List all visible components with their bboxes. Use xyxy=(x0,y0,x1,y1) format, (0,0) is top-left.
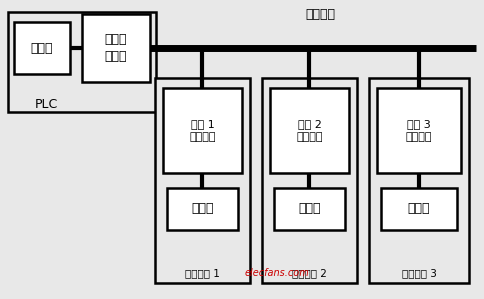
Text: 单片机: 单片机 xyxy=(30,42,53,54)
Text: 主机协
议芯片: 主机协 议芯片 xyxy=(105,33,127,63)
Bar xyxy=(82,14,150,82)
Bar xyxy=(376,88,460,173)
Bar xyxy=(261,78,356,283)
Text: 从机 3
协议芯片: 从机 3 协议芯片 xyxy=(405,119,431,142)
Text: 单片机: 单片机 xyxy=(407,202,429,216)
Text: 从机 1
协议芯片: 从机 1 协议芯片 xyxy=(189,119,215,142)
Text: 单片机: 单片机 xyxy=(298,202,320,216)
Bar xyxy=(166,188,238,230)
Text: 单片机: 单片机 xyxy=(191,202,213,216)
Text: 背板总线: 背板总线 xyxy=(304,8,334,22)
Bar xyxy=(368,78,468,283)
Bar xyxy=(273,188,344,230)
Text: 扩展模块 2: 扩展模块 2 xyxy=(291,268,326,278)
Bar xyxy=(270,88,348,173)
Text: elecfans.com: elecfans.com xyxy=(244,268,309,278)
Text: 扩展模块 3: 扩展模块 3 xyxy=(401,268,436,278)
Bar xyxy=(8,12,156,112)
Bar xyxy=(163,88,242,173)
Text: 从机 2
协议芯片: 从机 2 协议芯片 xyxy=(296,119,322,142)
Bar xyxy=(14,22,70,74)
Text: 扩展模块 1: 扩展模块 1 xyxy=(185,268,219,278)
Bar xyxy=(380,188,456,230)
Bar xyxy=(155,78,249,283)
Text: PLC: PLC xyxy=(34,97,58,111)
